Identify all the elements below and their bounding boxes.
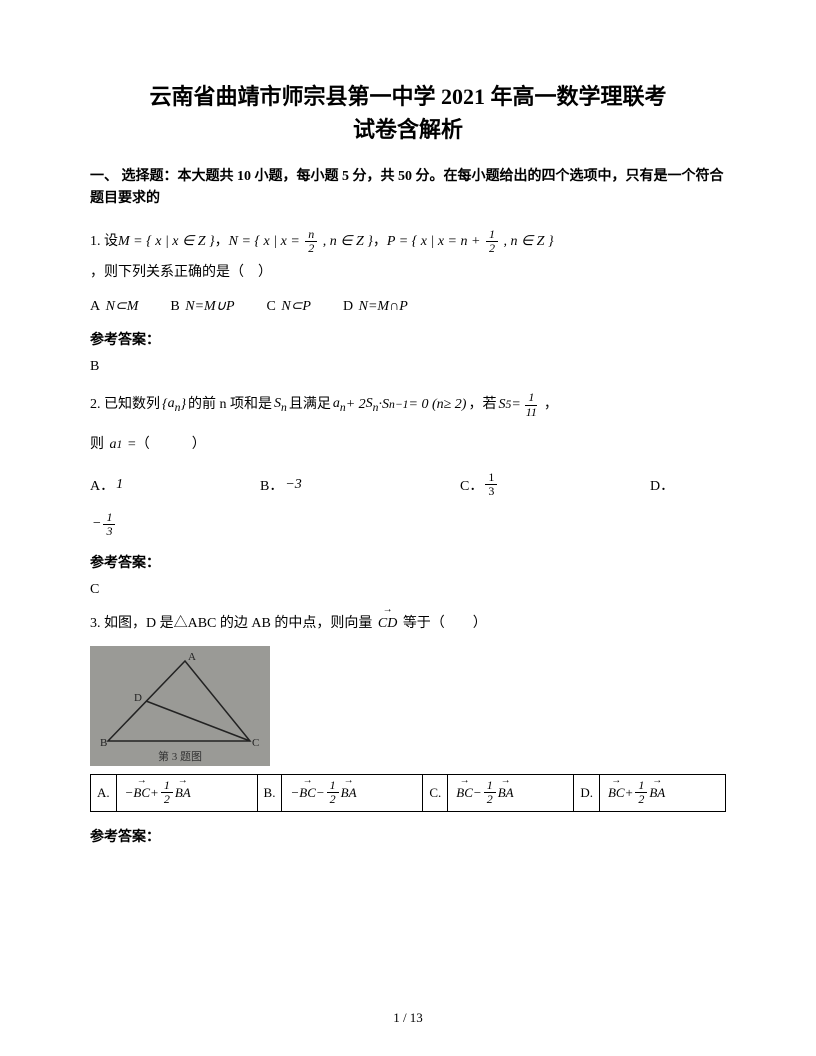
q3-opt-c-label: C. bbox=[423, 775, 448, 811]
question-3: 3. 如图，D 是△ABC 的边 AB 的中点，则向量 CD 等于（ ） bbox=[90, 610, 726, 638]
q1-suffix: ，则下列关系正确的是（ ） bbox=[90, 258, 272, 289]
q2-answer-label: 参考答案： bbox=[90, 552, 726, 572]
q1-option-d: D N = M ∩ P bbox=[343, 299, 410, 315]
q3-opt-c: BC − 12BA bbox=[448, 775, 574, 811]
q1-set-N: N = { x | x = n2 , n ∈ Z } bbox=[229, 227, 373, 258]
q3-opt-d-label: D. bbox=[574, 775, 600, 811]
q3-options-table: A. − BC + 12BA B. − BC − 12BA C. BC − 12… bbox=[90, 774, 726, 811]
q1-answer-label: 参考答案： bbox=[90, 329, 726, 349]
q3-opt-a: − BC + 12BA bbox=[116, 775, 257, 811]
q2-seq: {an} bbox=[162, 389, 186, 420]
q1-option-a: A N ⊂ M bbox=[90, 298, 140, 315]
q2-answer: C bbox=[90, 582, 726, 598]
q2-mid1: 的前 n 项和是 bbox=[188, 390, 272, 421]
page-footer: 1 / 13 bbox=[393, 1010, 423, 1026]
q2-sn: Sn bbox=[274, 389, 287, 420]
q2-option-d-value: − 13 bbox=[90, 510, 726, 538]
question-1: 1. 设 M = { x | x ∈ Z } ， N = { x | x = n… bbox=[90, 227, 726, 289]
svg-text:D: D bbox=[134, 692, 142, 704]
q1-set-M: M = { x | x ∈ Z } bbox=[118, 227, 215, 258]
q1-option-c: C N ⊂ P bbox=[267, 298, 313, 315]
q2-cond: an + 2Sn · Sn−1 = 0 (n ≥ 2) bbox=[333, 389, 467, 420]
q2-option-d: D． bbox=[650, 475, 674, 495]
q2-option-a: A． 1 bbox=[90, 475, 260, 495]
q2-mid3: ，若 bbox=[468, 390, 496, 421]
q2-option-b: B． −3 bbox=[260, 475, 460, 495]
q3-answer-label: 参考答案： bbox=[90, 826, 726, 846]
q1-answer: B bbox=[90, 359, 726, 375]
q3-vector-cd: CD bbox=[378, 610, 397, 638]
q3-opt-b-label: B. bbox=[257, 775, 282, 811]
title-line-1: 云南省曲靖市师宗县第一中学 2021 年高一数学理联考 bbox=[90, 80, 726, 113]
question-2: 2. 已知数列 {an} 的前 n 项和是 Sn 且满足 an + 2Sn · … bbox=[90, 389, 726, 420]
svg-text:C: C bbox=[252, 737, 259, 749]
q1-option-b: B N = M ∪ P bbox=[170, 298, 236, 315]
title-line-2: 试卷含解析 bbox=[90, 113, 726, 146]
q1-set-P: P = { x | x = n + 12 , n ∈ Z } bbox=[387, 227, 554, 258]
q2-line2: 则 a1 =（ ） bbox=[90, 431, 726, 459]
q2-option-c: C． 13 bbox=[460, 471, 650, 498]
q2-mid2: 且满足 bbox=[289, 390, 331, 421]
q3-opt-b: − BC − 12BA bbox=[282, 775, 423, 811]
q1-comma-1: ， bbox=[215, 227, 229, 258]
q2-mid4: ， bbox=[544, 390, 558, 421]
q2-options: A． 1 B． −3 C． 13 D． bbox=[90, 471, 726, 498]
q1-comma-2: ， bbox=[373, 227, 387, 258]
q3-figure: A B C D 第 3 题图 bbox=[90, 646, 270, 766]
q3-figure-caption: 第 3 题图 bbox=[158, 748, 202, 764]
svg-text:B: B bbox=[100, 737, 107, 749]
q1-options: A N ⊂ M B N = M ∪ P C N ⊂ P D N = M ∩ P bbox=[90, 298, 726, 315]
q2-prefix: 2. 已知数列 bbox=[90, 390, 160, 421]
svg-text:A: A bbox=[188, 651, 196, 663]
q1-prefix: 1. 设 bbox=[90, 227, 118, 258]
q2-s5: S5 = 111 bbox=[498, 390, 541, 421]
q3-opt-d: BC + 12BA bbox=[599, 775, 725, 811]
section-1-header: 一、 选择题：本大题共 10 小题，每小题 5 分，共 50 分。在每小题给出的… bbox=[90, 166, 726, 211]
q3-opt-a-label: A. bbox=[91, 775, 117, 811]
